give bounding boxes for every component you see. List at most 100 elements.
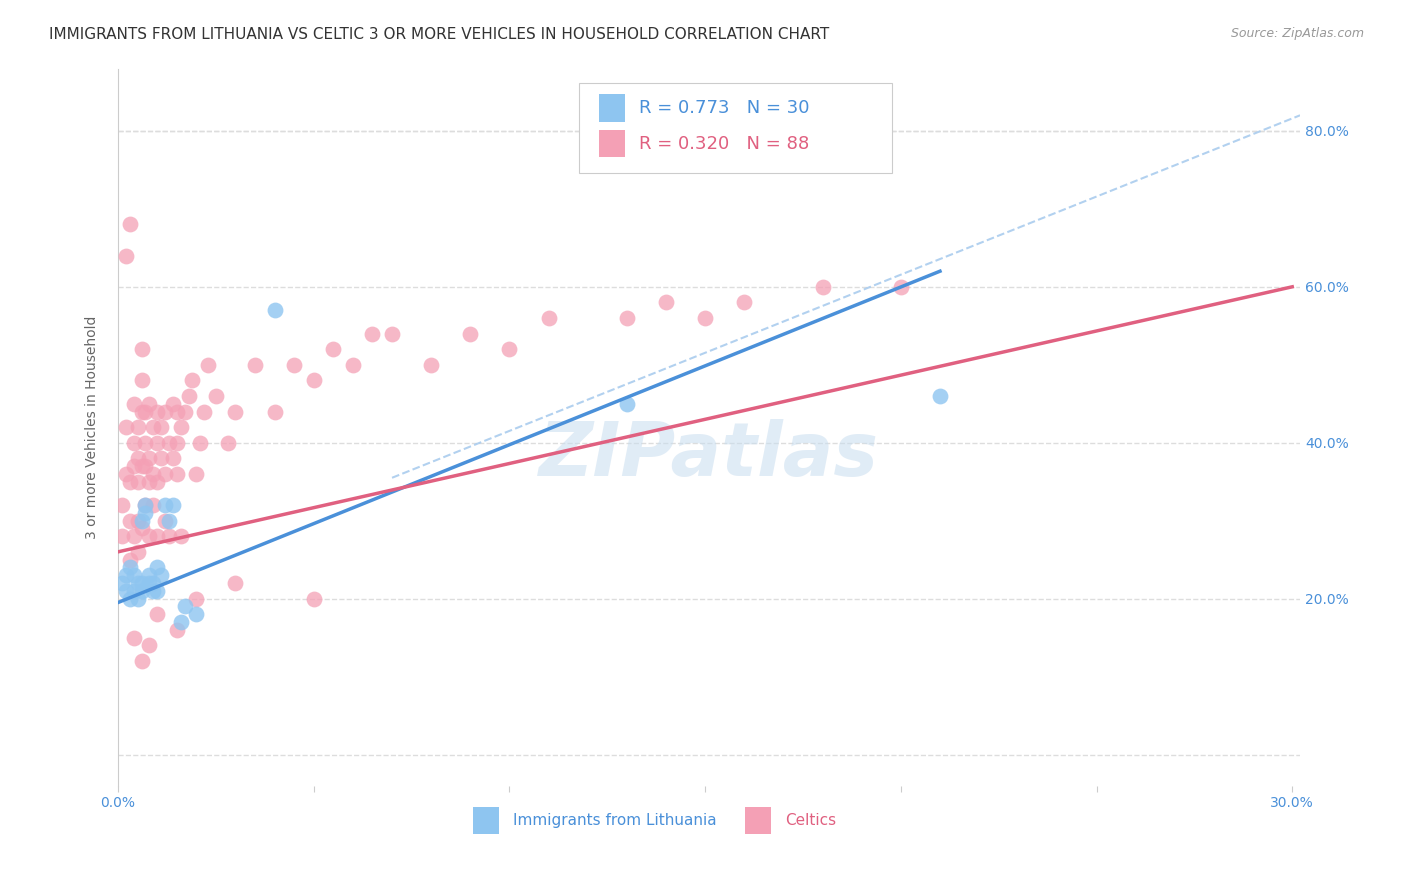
- Text: Immigrants from Lithuania: Immigrants from Lithuania: [513, 813, 717, 828]
- Point: [166, 623, 188, 637]
- Point: [170, 529, 193, 543]
- Point: [153, 498, 176, 512]
- Point: [142, 420, 165, 434]
- Point: [127, 514, 149, 528]
- Point: [122, 435, 145, 450]
- Point: [115, 467, 138, 481]
- Point: [157, 529, 180, 543]
- Point: [134, 459, 156, 474]
- Point: [166, 467, 188, 481]
- Point: [153, 404, 176, 418]
- Text: Source: ZipAtlas.com: Source: ZipAtlas.com: [1230, 27, 1364, 40]
- Point: [173, 404, 195, 418]
- Point: [118, 475, 141, 489]
- Point: [361, 326, 384, 341]
- Point: [118, 591, 141, 606]
- Point: [153, 467, 176, 481]
- FancyBboxPatch shape: [472, 807, 499, 834]
- Text: IMMIGRANTS FROM LITHUANIA VS CELTIC 3 OR MORE VEHICLES IN HOUSEHOLD CORRELATION : IMMIGRANTS FROM LITHUANIA VS CELTIC 3 OR…: [49, 27, 830, 42]
- Point: [131, 521, 153, 535]
- Point: [217, 435, 239, 450]
- Point: [131, 654, 153, 668]
- Point: [127, 475, 149, 489]
- Point: [134, 435, 156, 450]
- Point: [263, 303, 285, 318]
- Point: [134, 404, 156, 418]
- Point: [263, 404, 285, 418]
- Point: [111, 529, 134, 543]
- Point: [122, 397, 145, 411]
- Point: [131, 583, 153, 598]
- Text: R = 0.320   N = 88: R = 0.320 N = 88: [640, 135, 810, 153]
- Point: [381, 326, 404, 341]
- Point: [111, 498, 134, 512]
- Point: [150, 420, 173, 434]
- Point: [146, 583, 169, 598]
- Point: [162, 397, 184, 411]
- Point: [138, 576, 160, 591]
- Point: [420, 358, 443, 372]
- Point: [142, 467, 165, 481]
- Point: [127, 591, 149, 606]
- Point: [177, 389, 200, 403]
- Point: [166, 404, 188, 418]
- Point: [224, 576, 246, 591]
- Point: [162, 451, 184, 466]
- Y-axis label: 3 or more Vehicles in Household: 3 or more Vehicles in Household: [86, 316, 100, 539]
- Point: [460, 326, 482, 341]
- Point: [170, 615, 193, 629]
- Point: [811, 280, 834, 294]
- Point: [127, 420, 149, 434]
- Point: [150, 568, 173, 582]
- Point: [929, 389, 952, 403]
- Point: [197, 358, 219, 372]
- Point: [115, 249, 138, 263]
- Point: [322, 342, 344, 356]
- Point: [111, 576, 134, 591]
- FancyBboxPatch shape: [745, 807, 770, 834]
- Point: [134, 506, 156, 520]
- Point: [142, 498, 165, 512]
- Point: [655, 295, 678, 310]
- Point: [142, 576, 165, 591]
- Point: [131, 373, 153, 387]
- Point: [153, 514, 176, 528]
- Point: [173, 599, 195, 614]
- Point: [162, 498, 184, 512]
- Point: [186, 467, 208, 481]
- Point: [138, 451, 160, 466]
- Point: [131, 459, 153, 474]
- Point: [150, 451, 173, 466]
- Point: [733, 295, 755, 310]
- Point: [695, 310, 717, 325]
- Point: [302, 373, 325, 387]
- Point: [122, 568, 145, 582]
- Point: [157, 435, 180, 450]
- FancyBboxPatch shape: [579, 83, 893, 172]
- Point: [118, 514, 141, 528]
- Point: [138, 475, 160, 489]
- Point: [118, 218, 141, 232]
- Point: [131, 576, 153, 591]
- Point: [138, 639, 160, 653]
- Point: [146, 560, 169, 574]
- Point: [127, 451, 149, 466]
- Point: [115, 420, 138, 434]
- Point: [138, 529, 160, 543]
- Point: [146, 404, 169, 418]
- Point: [134, 498, 156, 512]
- Text: ZIPatlas: ZIPatlas: [538, 419, 879, 492]
- Point: [115, 568, 138, 582]
- Point: [131, 404, 153, 418]
- Point: [498, 342, 520, 356]
- Point: [181, 373, 204, 387]
- Point: [127, 576, 149, 591]
- Point: [115, 583, 138, 598]
- Point: [616, 397, 638, 411]
- Point: [146, 607, 169, 622]
- Point: [166, 435, 188, 450]
- Point: [302, 591, 325, 606]
- Point: [142, 583, 165, 598]
- Point: [122, 583, 145, 598]
- Point: [205, 389, 228, 403]
